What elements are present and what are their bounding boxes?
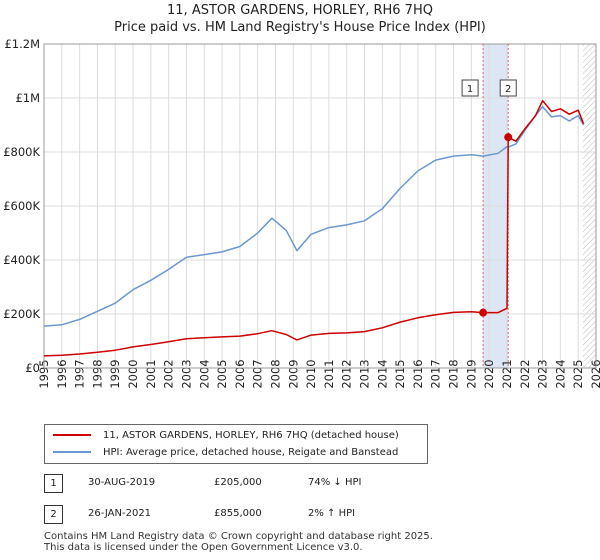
sale-number-badge: 1 <box>44 474 63 493</box>
y-tick-label: £800K <box>3 145 40 159</box>
x-tick-label: 2008 <box>268 359 282 388</box>
x-tick-label: 2025 <box>571 359 585 388</box>
chart-title-line2: Price paid vs. HM Land Registry's House … <box>114 20 486 35</box>
sale-marker-box <box>461 79 479 97</box>
sale-point <box>504 133 513 142</box>
sale-hpi-comparison: 2% ↑ HPI <box>308 508 356 519</box>
sale-marker-label: 1 <box>467 84 473 95</box>
x-tick-label: 2023 <box>536 359 550 388</box>
plot-border <box>43 43 597 369</box>
legend-item-property: 11, ASTOR GARDENS, HORLEY, RH6 7HQ (deta… <box>53 427 399 443</box>
x-tick-label: 2005 <box>215 359 229 388</box>
x-tick-label: 2020 <box>482 359 496 388</box>
x-tick-label: 2013 <box>358 359 372 388</box>
legend-label-property: 11, ASTOR GARDENS, HORLEY, RH6 7HQ (deta… <box>103 429 399 441</box>
x-tick-label: 2021 <box>500 359 514 388</box>
sale-marker-label: 2 <box>505 84 511 95</box>
x-tick-label: 2011 <box>322 359 336 388</box>
sale-marker-box <box>499 79 517 97</box>
sale-number-badge: 2 <box>44 505 63 524</box>
x-tick-label: 2024 <box>553 359 567 388</box>
sale-price: £855,000 <box>214 508 262 519</box>
y-tick-label: £1M <box>15 91 40 105</box>
property-price-line <box>43 99 585 357</box>
legend-swatch-property <box>53 434 91 436</box>
sale-date: 26-JAN-2021 <box>88 508 152 519</box>
x-tick-label: 2019 <box>464 359 478 388</box>
x-tick-label: 2003 <box>179 359 193 388</box>
x-tick-label: 2000 <box>126 359 140 388</box>
y-tick-label: £600K <box>3 199 40 213</box>
legend: 11, ASTOR GARDENS, HORLEY, RH6 7HQ (deta… <box>44 424 428 464</box>
x-tick-label: 2001 <box>144 359 158 388</box>
x-tick-label: 2009 <box>286 359 300 388</box>
x-tick-label: 2017 <box>429 359 443 388</box>
sale-row: 1 30-AUG-2019 £205,000 74% ↓ HPI <box>44 474 584 494</box>
legend-item-hpi: HPI: Average price, detached house, Reig… <box>53 444 398 460</box>
x-tick-label: 2012 <box>340 359 354 388</box>
chart-title-line1: 11, ASTOR GARDENS, HORLEY, RH6 7HQ <box>167 3 433 18</box>
y-tick-label: £0 <box>25 361 40 375</box>
x-tick-label: 1996 <box>55 359 69 388</box>
y-tick-label: £200K <box>3 307 40 321</box>
chart-title: 11, ASTOR GARDENS, HORLEY, RH6 7HQ Price… <box>0 2 600 36</box>
x-tick-label: 2018 <box>447 359 461 388</box>
x-tick-label: 2002 <box>162 359 176 388</box>
legend-label-hpi: HPI: Average price, detached house, Reig… <box>103 446 399 458</box>
x-tick-label: 1999 <box>108 359 122 388</box>
x-tick-label: 2014 <box>375 359 389 388</box>
x-tick-label: 2010 <box>304 359 318 388</box>
legend-swatch-hpi <box>53 451 91 453</box>
x-tick-label: 2026 <box>589 359 600 388</box>
footer-attribution: Contains HM Land Registry data © Crown c… <box>44 531 433 553</box>
x-tick-label: 2015 <box>393 359 407 388</box>
x-tick-label: 1998 <box>90 359 104 388</box>
x-tick-label: 2007 <box>251 359 265 388</box>
sale-price: £205,000 <box>214 477 262 488</box>
footer-line2: This data is licensed under the Open Gov… <box>44 542 363 553</box>
sale-point <box>479 308 488 317</box>
x-tick-label: 2004 <box>197 359 211 388</box>
x-tick-label: 2006 <box>233 359 247 388</box>
x-tick-label: 2022 <box>518 359 532 388</box>
sale-date: 30-AUG-2019 <box>88 477 156 488</box>
sale-row: 2 26-JAN-2021 £855,000 2% ↑ HPI <box>44 505 584 525</box>
y-tick-label: £1.2M <box>4 37 40 51</box>
footer-line1: Contains HM Land Registry data © Crown c… <box>44 531 433 542</box>
price-chart: £0 £200K £400K £600K £800K £1M £1.2M 1995 1996 19… <box>3 37 600 389</box>
sale-hpi-comparison: 74% ↓ HPI <box>308 477 362 488</box>
y-tick-label: £400K <box>3 253 40 267</box>
x-tick-label: 1997 <box>73 359 87 388</box>
x-tick-label: 2016 <box>411 359 425 388</box>
x-tick-label: 1995 <box>37 359 51 388</box>
